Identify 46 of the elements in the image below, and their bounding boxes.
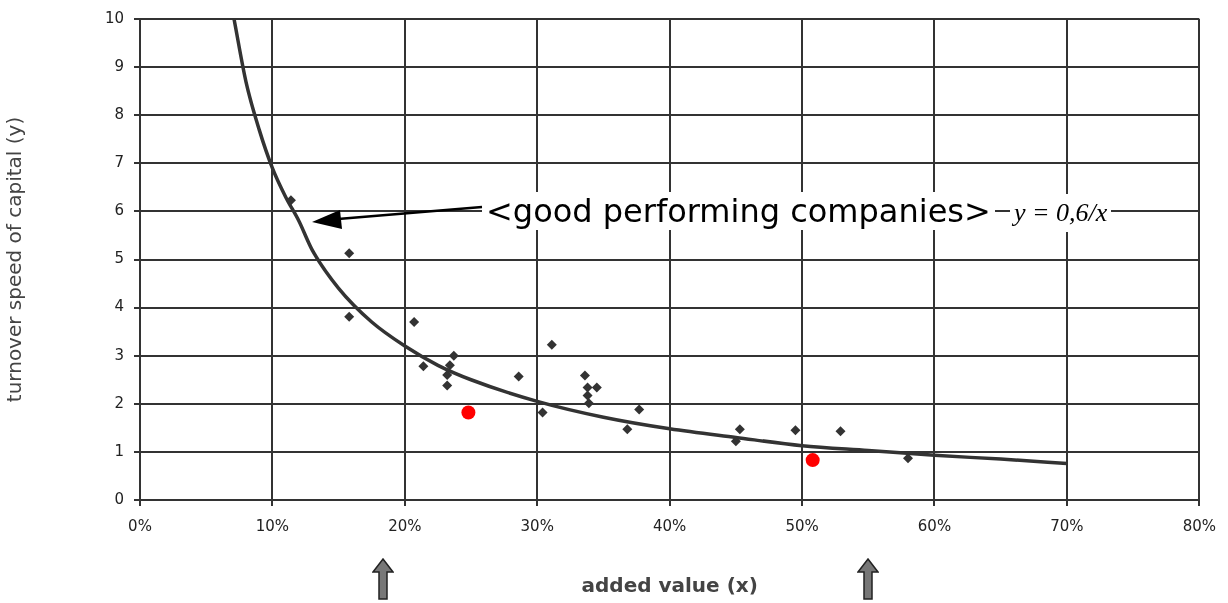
y-axis-title: turnover speed of capital (y) xyxy=(2,116,27,403)
point xyxy=(344,248,355,259)
point xyxy=(582,382,593,393)
x-tick-label: 20% xyxy=(388,516,422,535)
y-tick-label: 1 xyxy=(114,441,124,460)
point xyxy=(583,398,594,409)
y-tick-label: 10 xyxy=(104,8,124,27)
y-tick-label: 6 xyxy=(114,201,124,220)
point xyxy=(409,317,420,328)
point xyxy=(461,405,476,420)
point xyxy=(513,371,524,382)
y-tick-label: 2 xyxy=(114,393,124,412)
point xyxy=(442,380,453,391)
y-tick-label: 9 xyxy=(114,56,124,75)
x-tick-label: 60% xyxy=(917,516,952,535)
point xyxy=(734,424,745,435)
x-tick-label: 30% xyxy=(520,516,554,535)
x-tick-label: 80% xyxy=(1182,516,1216,535)
point xyxy=(790,425,801,436)
y-tick-label: 3 xyxy=(114,345,124,364)
point xyxy=(537,407,548,418)
point xyxy=(805,453,820,468)
x-tick-label: 40% xyxy=(652,516,687,535)
point xyxy=(344,311,355,322)
point xyxy=(634,404,645,415)
point xyxy=(448,350,459,361)
point xyxy=(444,360,455,371)
y-tick-label: 4 xyxy=(114,297,124,316)
x-axis-title: added value (x) xyxy=(581,573,758,598)
point xyxy=(418,361,429,372)
x-tick-label: 10% xyxy=(255,516,290,535)
x-tick-label: 50% xyxy=(785,516,819,535)
point xyxy=(546,339,557,350)
x-tick-label: 70% xyxy=(1050,516,1084,535)
point xyxy=(622,424,633,435)
point xyxy=(582,390,593,401)
point xyxy=(591,382,602,393)
annotation: <good performing companies> xyxy=(482,192,995,230)
y-tick-label: 5 xyxy=(114,249,124,268)
x-tick-label: 0% xyxy=(128,516,152,535)
y-tick-label: 0 xyxy=(114,489,124,508)
point xyxy=(579,370,590,381)
annotation: y = 0,6/x xyxy=(1010,194,1112,232)
y-tick-label: 8 xyxy=(114,105,124,124)
point xyxy=(835,426,846,437)
y-tick-label: 7 xyxy=(114,153,124,172)
